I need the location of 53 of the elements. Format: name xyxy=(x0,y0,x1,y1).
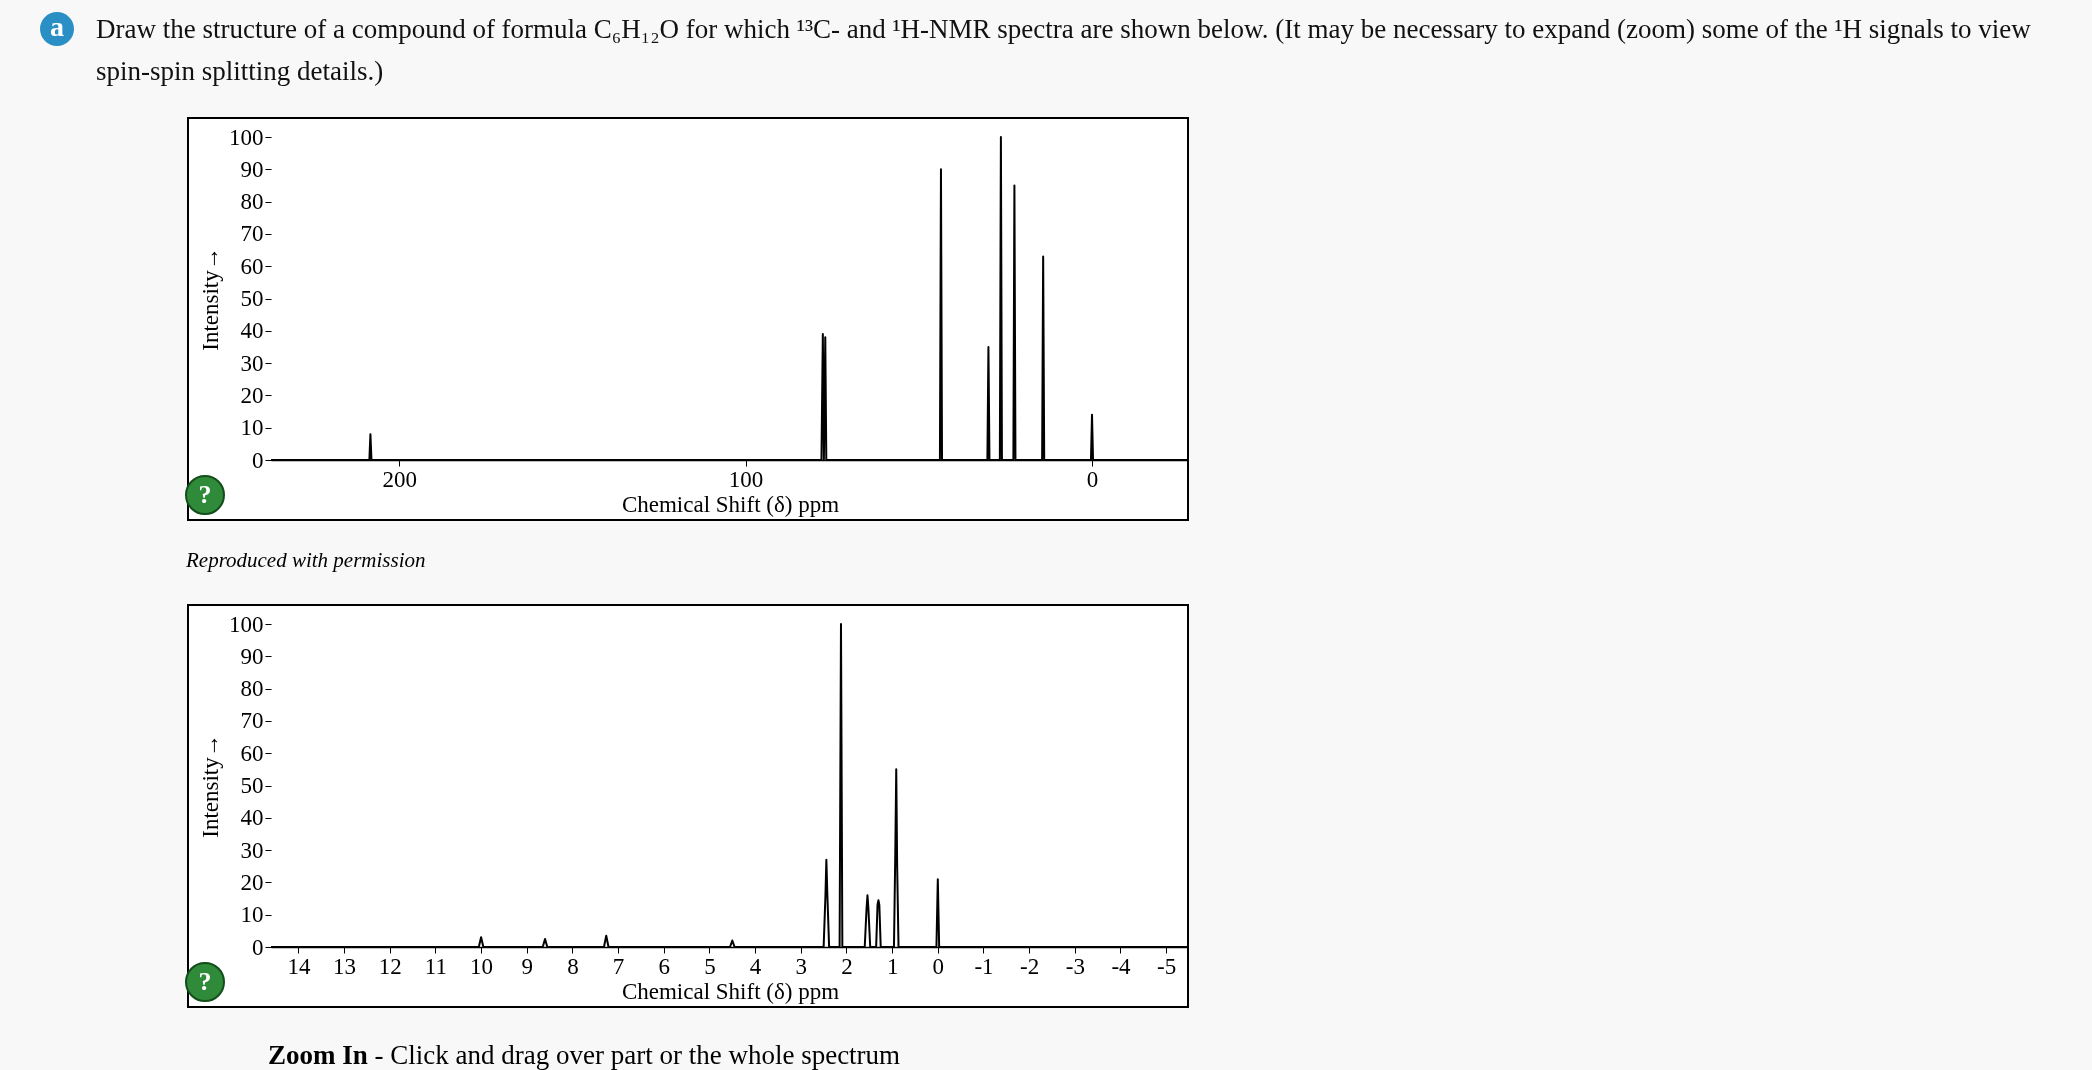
y-tick-label: 100 xyxy=(229,611,264,637)
x-tick-label: 0 xyxy=(1086,466,1099,492)
y-tick-label: 30 xyxy=(240,837,264,863)
y-tick-label: 60 xyxy=(240,253,264,279)
x-axis-title: Chemical Shift (δ) ppm xyxy=(621,978,840,1004)
x-tick-label: 12 xyxy=(378,953,402,979)
x-tick-label: 8 xyxy=(567,953,579,979)
y-tick-label: 0 xyxy=(252,934,264,960)
y-tick-label: 100 xyxy=(229,124,264,150)
y-tick-label: 0 xyxy=(252,447,264,473)
y-tick-label: 70 xyxy=(240,221,264,247)
y-tick-label: 50 xyxy=(240,773,264,798)
x-axis-title: Chemical Shift (δ) ppm xyxy=(621,491,840,517)
y-tick-label: 40 xyxy=(240,805,264,831)
x-tick-label: 3 xyxy=(795,953,808,979)
x-tick-label: -1 xyxy=(974,953,994,979)
x-tick-label: -5 xyxy=(1157,953,1177,979)
x-tick-label: 10 xyxy=(470,953,494,979)
y-tick-label: 20 xyxy=(240,382,264,408)
y-tick-label: 60 xyxy=(240,740,264,766)
text: Reproduced with permission xyxy=(186,548,426,573)
y-tick-label: 80 xyxy=(240,676,264,702)
y-tick-label: 20 xyxy=(240,869,264,895)
y-tick-label: 80 xyxy=(240,189,264,215)
x-tick-label: 6 xyxy=(658,953,671,979)
y-axis-title: Intensity→ xyxy=(198,247,223,351)
y-tick-label: 90 xyxy=(240,643,264,669)
y-axis-title: Intensity→ xyxy=(198,734,223,838)
x-tick-label: 4 xyxy=(749,953,762,979)
x-tick-label: 0 xyxy=(932,953,945,979)
y-tick-label: 50 xyxy=(240,286,264,311)
x-tick-label: 5 xyxy=(704,953,716,979)
x-tick-label: 13 xyxy=(333,953,357,979)
x-tick-label: -3 xyxy=(1065,953,1085,979)
x-tick-label: 2 xyxy=(841,953,853,979)
x-tick-label: -4 xyxy=(1111,953,1132,979)
x-tick-label: 7 xyxy=(612,953,625,979)
x-tick-label: 9 xyxy=(521,953,534,979)
x-tick-label: 200 xyxy=(382,466,417,492)
x-tick-label: 1 xyxy=(886,953,899,979)
y-tick-label: 10 xyxy=(240,415,264,441)
y-tick-label: 70 xyxy=(240,708,264,734)
letter-badge: a xyxy=(40,12,74,46)
y-tick-label: 30 xyxy=(240,350,264,376)
x-tick-label: 11 xyxy=(424,953,447,979)
y-tick-label: 40 xyxy=(240,318,264,344)
y-tick-label: 90 xyxy=(240,156,264,182)
x-tick-label: 100 xyxy=(728,466,764,492)
y-tick-label: 10 xyxy=(240,902,264,928)
text: Zoom In - Click and drag over part or the whole spectrum xyxy=(268,1040,901,1070)
x-tick-label: -2 xyxy=(1020,953,1040,979)
x-tick-label: 14 xyxy=(287,953,311,979)
chart-title: Draw the structure of a compound of formula C₆H₁₂O for which ¹³C- and ¹H-NMR spectra are shown below. (It may be necessary to expand (zoom) some of the ¹H signals to view spin-spin splitting details.) xyxy=(96,13,2032,88)
